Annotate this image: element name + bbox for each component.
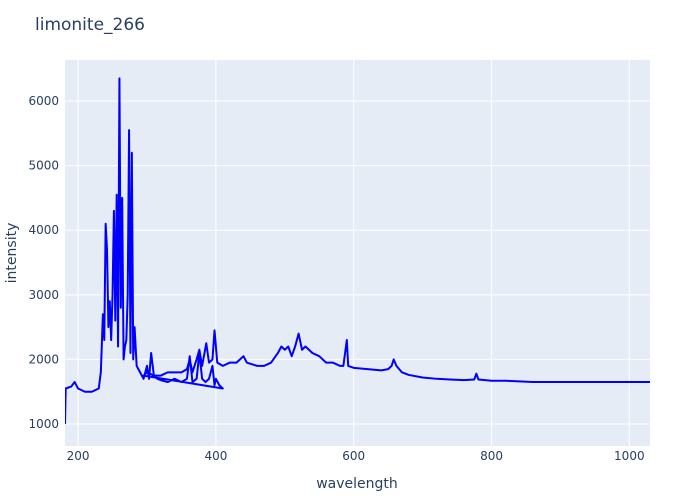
x-tick-label: 400 [204,449,227,463]
y-tick-label: 1000 [28,417,59,431]
x-axis-title: wavelength [316,476,398,492]
y-tick-label: 5000 [28,159,59,173]
y-tick-label: 6000 [28,94,59,108]
x-tick-label: 1000 [614,449,645,463]
grid [65,60,650,446]
y-axis-title: intensity [4,223,20,284]
x-tick-label: 600 [342,449,365,463]
y-tick-label: 3000 [28,288,59,302]
y-tick-label: 4000 [28,223,59,237]
x-tick-label: 200 [67,449,90,463]
marks [65,77,650,425]
plot-area [65,60,650,446]
y-tick-label: 2000 [28,352,59,366]
line-series [65,77,650,425]
x-tick-label: 800 [480,449,503,463]
chart-title: limonite_266 [35,15,145,35]
